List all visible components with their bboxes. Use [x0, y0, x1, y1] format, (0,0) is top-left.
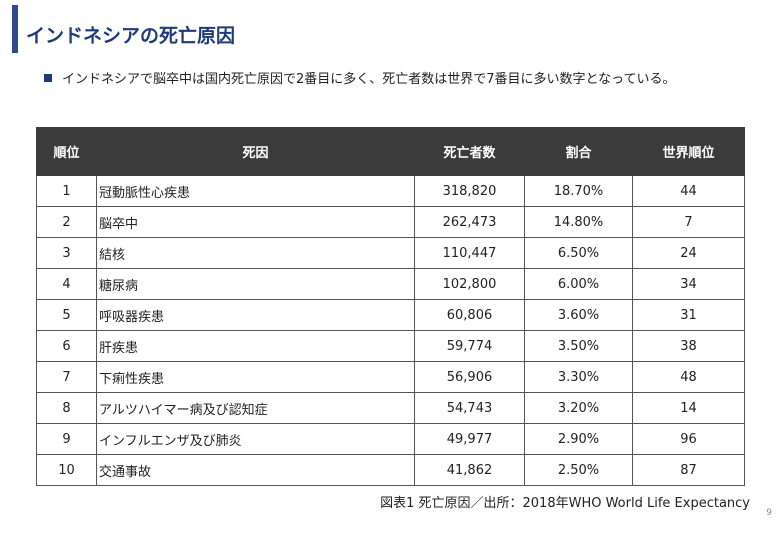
share-cell: 6.00%: [524, 268, 633, 300]
table-row: 9 インフルエンザ及び肺炎 49,977 2.90% 96: [36, 423, 745, 455]
cause-cell: 脳卒中: [96, 206, 415, 238]
cause-cell: インフルエンザ及び肺炎: [96, 423, 415, 455]
world-rank-cell: 87: [632, 454, 745, 486]
share-cell: 3.20%: [524, 392, 633, 424]
world-rank-cell: 96: [632, 423, 745, 455]
deaths-cell: 262,473: [414, 206, 525, 238]
title-accent-bar: [12, 5, 18, 53]
share-cell: 14.80%: [524, 206, 633, 238]
share-cell: 3.30%: [524, 361, 633, 393]
share-cell: 18.70%: [524, 175, 633, 207]
share-cell: 2.90%: [524, 423, 633, 455]
cause-cell: 呼吸器疾患: [96, 299, 415, 331]
death-causes-table: 順位 死因 死亡者数 割合 世界順位 1 冠動脈性心疾患 318,820 18.…: [36, 127, 745, 486]
rank-cell: 4: [36, 268, 97, 300]
world-rank-cell: 14: [632, 392, 745, 424]
cause-cell: 結核: [96, 237, 415, 269]
share-cell: 6.50%: [524, 237, 633, 269]
cause-cell: 肝疾患: [96, 330, 415, 362]
table-row: 7 下痢性疾患 56,906 3.30% 48: [36, 361, 745, 393]
world-rank-cell: 38: [632, 330, 745, 362]
header-share: 割合: [524, 127, 633, 176]
header-cause: 死因: [96, 127, 415, 176]
table-caption: 図表1 死亡原因／出所：2018年WHO World Life Expectan…: [380, 496, 750, 511]
table-row: 2 脳卒中 262,473 14.80% 7: [36, 206, 745, 238]
table-header-row: 順位 死因 死亡者数 割合 世界順位: [36, 127, 745, 176]
table-row: 1 冠動脈性心疾患 318,820 18.70% 44: [36, 175, 745, 207]
page-title: インドネシアの死亡原因: [26, 25, 236, 47]
summary-text: インドネシアで脳卒中は国内死亡原因で2番目に多く、死亡者数は世界で7番目に多い数…: [62, 72, 676, 87]
deaths-cell: 49,977: [414, 423, 525, 455]
header-rank: 順位: [36, 127, 97, 176]
cause-cell: 冠動脈性心疾患: [96, 175, 415, 207]
summary-bullet: インドネシアで脳卒中は国内死亡原因で2番目に多く、死亡者数は世界で7番目に多い数…: [44, 70, 676, 90]
header-deaths: 死亡者数: [414, 127, 525, 176]
header-world-rank: 世界順位: [632, 127, 745, 176]
cause-cell: 交通事故: [96, 454, 415, 486]
deaths-cell: 318,820: [414, 175, 525, 207]
table-row: 8 アルツハイマー病及び認知症 54,743 3.20% 14: [36, 392, 745, 424]
share-cell: 3.50%: [524, 330, 633, 362]
table-row: 4 糖尿病 102,800 6.00% 34: [36, 268, 745, 300]
world-rank-cell: 48: [632, 361, 745, 393]
rank-cell: 5: [36, 299, 97, 331]
world-rank-cell: 44: [632, 175, 745, 207]
rank-cell: 10: [36, 454, 97, 486]
world-rank-cell: 31: [632, 299, 745, 331]
table-row: 3 結核 110,447 6.50% 24: [36, 237, 745, 269]
page-number: 9: [766, 508, 772, 518]
rank-cell: 3: [36, 237, 97, 269]
rank-cell: 2: [36, 206, 97, 238]
table-row: 10 交通事故 41,862 2.50% 87: [36, 454, 745, 486]
cause-cell: 糖尿病: [96, 268, 415, 300]
cause-cell: アルツハイマー病及び認知症: [96, 392, 415, 424]
cause-cell: 下痢性疾患: [96, 361, 415, 393]
share-cell: 3.60%: [524, 299, 633, 331]
deaths-cell: 110,447: [414, 237, 525, 269]
rank-cell: 7: [36, 361, 97, 393]
world-rank-cell: 34: [632, 268, 745, 300]
world-rank-cell: 7: [632, 206, 745, 238]
rank-cell: 1: [36, 175, 97, 207]
share-cell: 2.50%: [524, 454, 633, 486]
world-rank-cell: 24: [632, 237, 745, 269]
table-row: 5 呼吸器疾患 60,806 3.60% 31: [36, 299, 745, 331]
rank-cell: 6: [36, 330, 97, 362]
rank-cell: 9: [36, 423, 97, 455]
deaths-cell: 59,774: [414, 330, 525, 362]
deaths-cell: 56,906: [414, 361, 525, 393]
deaths-cell: 102,800: [414, 268, 525, 300]
deaths-cell: 41,862: [414, 454, 525, 486]
bullet-square-icon: [44, 74, 52, 82]
table-body: 1 冠動脈性心疾患 318,820 18.70% 44 2 脳卒中 262,47…: [36, 175, 745, 486]
deaths-cell: 60,806: [414, 299, 525, 331]
rank-cell: 8: [36, 392, 97, 424]
deaths-cell: 54,743: [414, 392, 525, 424]
table-row: 6 肝疾患 59,774 3.50% 38: [36, 330, 745, 362]
